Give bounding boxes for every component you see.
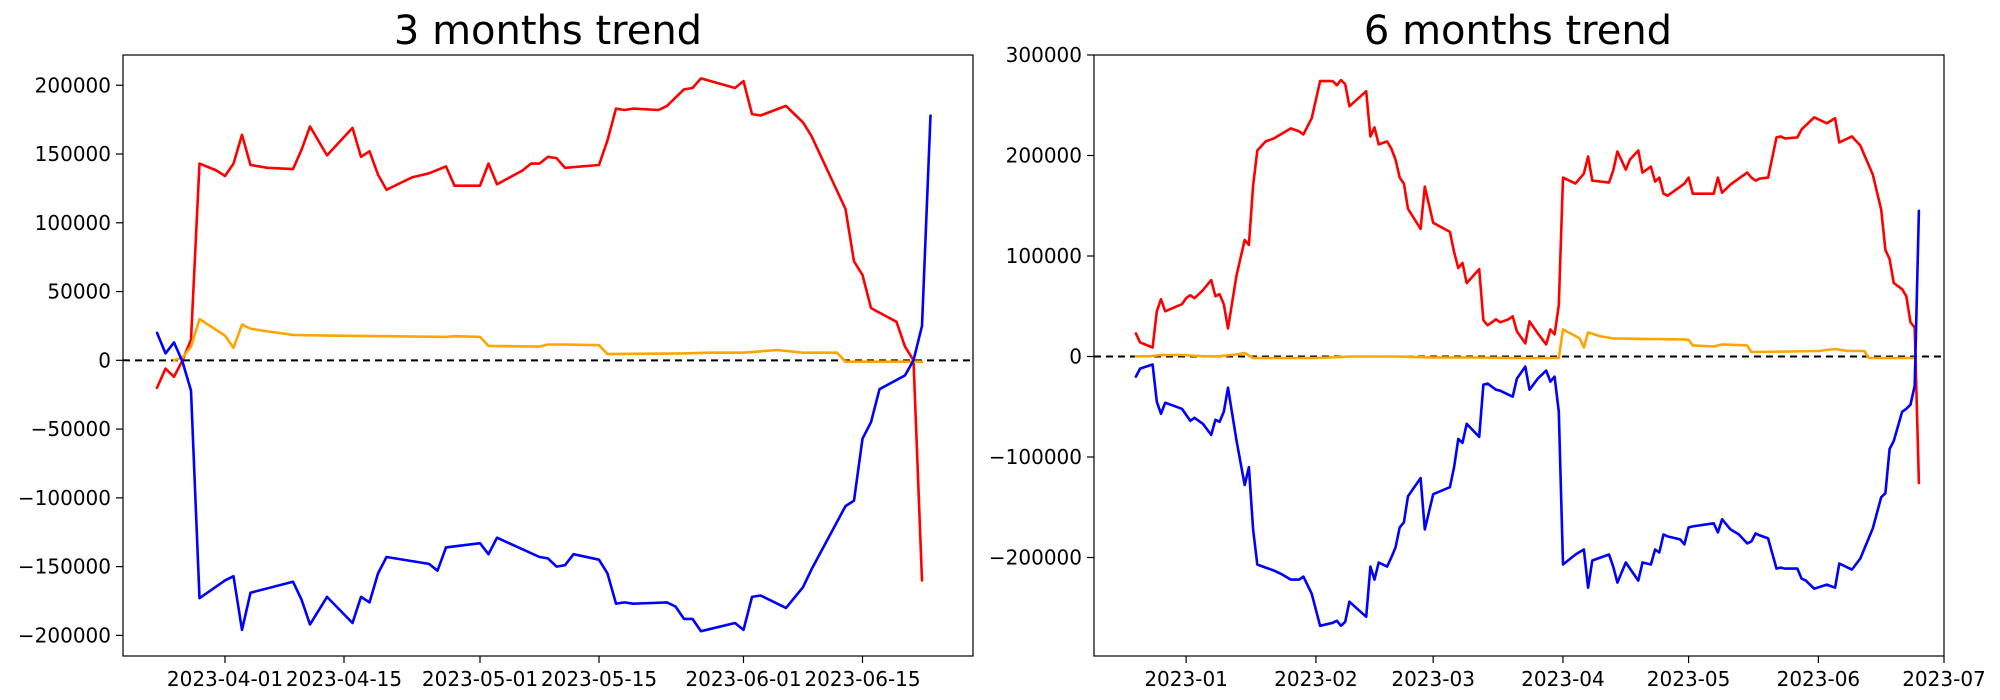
y-tick-label: −200000 <box>989 546 1082 570</box>
y-tick-label: 0 <box>1069 345 1082 369</box>
x-tick-label: 2023-03 <box>1391 667 1475 691</box>
y-tick-label: −50000 <box>31 417 111 441</box>
x-tick-label: 2023-06 <box>1777 667 1861 691</box>
y-tick-label: 100000 <box>1006 244 1082 268</box>
y-tick-label: −150000 <box>18 555 111 579</box>
x-tick-label: 2023-01 <box>1144 667 1228 691</box>
x-tick-label: 2023-07 <box>1902 667 1986 691</box>
y-tick-label: 300000 <box>1006 43 1082 67</box>
x-tick-label: 2023-04-01 <box>167 667 283 691</box>
y-tick-label: 200000 <box>35 73 111 97</box>
y-tick-label: −200000 <box>18 623 111 647</box>
plot-frame <box>1093 54 1945 657</box>
x-tick-label: 2023-05-15 <box>541 667 657 691</box>
x-tick-label: 2023-02 <box>1274 667 1358 691</box>
chart-title: 6 months trend <box>1364 8 1672 54</box>
chart-title: 3 months trend <box>394 8 702 54</box>
y-tick-label: −100000 <box>18 486 111 510</box>
y-tick-label: 0 <box>98 348 111 372</box>
y-tick-label: −100000 <box>989 445 1082 469</box>
x-tick-label: 2023-05-01 <box>422 667 538 691</box>
plot-frame <box>122 54 974 657</box>
y-tick-label: 50000 <box>47 280 111 304</box>
y-tick-label: 150000 <box>35 142 111 166</box>
chart-3-months-trend: 3 months trend −200000 −150000 −100000 −500… <box>18 8 974 691</box>
series-line-0 <box>155 77 924 582</box>
x-tick-label: 2023-06-15 <box>804 667 920 691</box>
chart-6-months-trend: 6 months trend −200000 −100000 0 100000 2000… <box>989 8 1986 691</box>
x-tick-label: 2023-04 <box>1521 667 1605 691</box>
series-line-2 <box>1134 209 1921 628</box>
series-line-1 <box>1134 328 1916 360</box>
x-tick-label: 2023-04-15 <box>286 667 402 691</box>
x-tick-label: 2023-05 <box>1647 667 1731 691</box>
series-line-1 <box>172 317 924 364</box>
series-line-0 <box>1134 78 1921 485</box>
x-tick-label: 2023-06-01 <box>685 667 801 691</box>
y-tick-label: 100000 <box>35 211 111 235</box>
series-line-2 <box>155 114 932 633</box>
y-tick-label: 200000 <box>1006 144 1082 168</box>
